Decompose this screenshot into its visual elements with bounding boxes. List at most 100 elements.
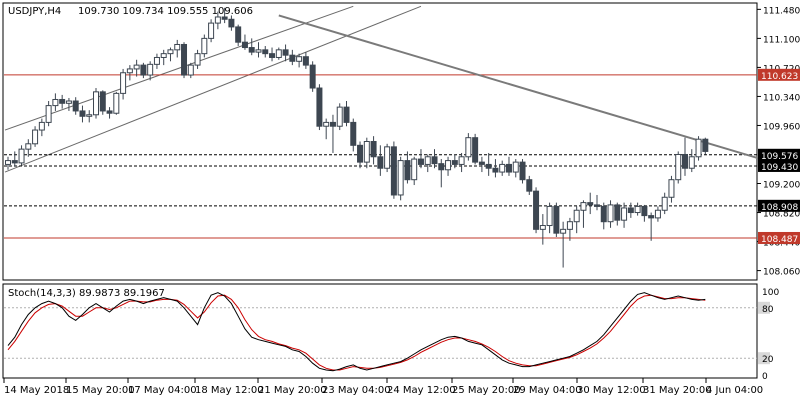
- candle: [99, 90, 106, 115]
- candle-bull: [336, 106, 343, 127]
- candle: [187, 62, 194, 79]
- candle-bear: [248, 47, 255, 53]
- stoch-level-tag: [758, 352, 770, 365]
- candle-bull: [675, 153, 682, 181]
- candle: [214, 11, 221, 30]
- candle-bull: [174, 43, 181, 51]
- candle-bull: [201, 37, 208, 55]
- candle-bear: [593, 204, 600, 207]
- candle: [492, 159, 499, 178]
- time-tick-label: 14 May 2018: [4, 385, 69, 396]
- candle-bear: [99, 91, 106, 112]
- candle-bear: [478, 161, 485, 165]
- candle-bear: [682, 153, 688, 169]
- stoch-level-tag: [758, 301, 770, 314]
- candle-bull: [539, 225, 546, 230]
- candle: [343, 101, 350, 127]
- candle-bear: [641, 205, 648, 217]
- candle-bull: [147, 63, 154, 76]
- candle: [79, 105, 86, 123]
- candle: [160, 49, 167, 66]
- candle-bull: [65, 100, 72, 104]
- time-tick-label: 17 May 04:00: [128, 385, 197, 396]
- candle: [695, 136, 702, 161]
- candle-bear: [533, 190, 540, 230]
- candle-bear: [404, 160, 411, 181]
- candle: [445, 156, 452, 176]
- time-tick-label: 25 May 20:00: [452, 385, 521, 396]
- candle-bear: [289, 54, 296, 62]
- candle: [668, 175, 675, 203]
- candle: [248, 38, 255, 56]
- candle-bull: [296, 56, 303, 62]
- candle: [702, 137, 709, 155]
- candle-bull: [445, 160, 452, 171]
- candle: [627, 202, 634, 218]
- candle-bear: [472, 137, 479, 163]
- candle-bull: [688, 156, 695, 169]
- candle: [654, 206, 661, 222]
- candle: [465, 133, 472, 161]
- candle-bull: [573, 209, 580, 223]
- candle: [18, 145, 25, 166]
- candle: [140, 62, 147, 79]
- candle-bull: [363, 141, 370, 163]
- candle-bear: [140, 64, 147, 76]
- candle: [526, 175, 533, 195]
- candle-bear: [79, 110, 86, 117]
- candle: [397, 156, 404, 201]
- candle-bull: [512, 161, 519, 173]
- candle: [634, 202, 641, 216]
- candle-bull: [25, 143, 32, 150]
- time-tick-label: 4 Jun 04:00: [706, 385, 763, 396]
- level-tag-text: 110.623: [761, 72, 798, 82]
- candle: [323, 118, 330, 140]
- candle: [241, 34, 248, 50]
- candle: [573, 206, 580, 234]
- candle: [38, 118, 45, 137]
- time-tick-label: 18 May 12:00: [195, 385, 264, 396]
- candle-bear: [350, 121, 357, 146]
- level-tag-text: 109.576: [761, 152, 798, 162]
- candle: [384, 143, 391, 173]
- candle: [282, 44, 289, 62]
- candle-bear: [282, 49, 289, 56]
- candle: [404, 151, 411, 184]
- trendline-layer: [278, 14, 800, 172]
- candle-bull: [458, 156, 465, 165]
- candle-bear: [241, 41, 248, 49]
- candle-bear: [11, 160, 18, 164]
- candle-bear: [228, 18, 235, 28]
- time-tick-label: 30 May 12:00: [577, 385, 646, 396]
- trendline: [278, 14, 800, 172]
- candle: [641, 204, 648, 222]
- candle: [262, 46, 269, 58]
- candle: [45, 101, 52, 127]
- candle: [648, 212, 655, 241]
- candle: [560, 221, 567, 268]
- candle: [269, 47, 276, 62]
- candle-bear: [438, 163, 445, 171]
- candle: [438, 159, 445, 188]
- stoch-scale-label: 20: [762, 355, 774, 365]
- candle: [553, 202, 560, 237]
- candle-bear: [343, 106, 350, 123]
- main-panel: [2, 2, 758, 281]
- candle-bear: [357, 144, 364, 163]
- candle-bull: [32, 129, 39, 145]
- candle: [580, 200, 587, 228]
- candle-bear: [72, 100, 79, 112]
- price-tick-label: 111.480: [763, 6, 800, 16]
- candle: [478, 156, 485, 173]
- candle-bear: [485, 163, 492, 169]
- candle-bear: [181, 43, 188, 76]
- candle: [682, 137, 688, 176]
- candle-bull: [86, 114, 93, 117]
- candle-bull: [546, 205, 553, 227]
- candle-bull: [499, 163, 506, 173]
- time-tick-label: 29 May 04:00: [513, 385, 582, 396]
- candle-bear: [221, 16, 228, 20]
- candle-bull: [255, 49, 262, 53]
